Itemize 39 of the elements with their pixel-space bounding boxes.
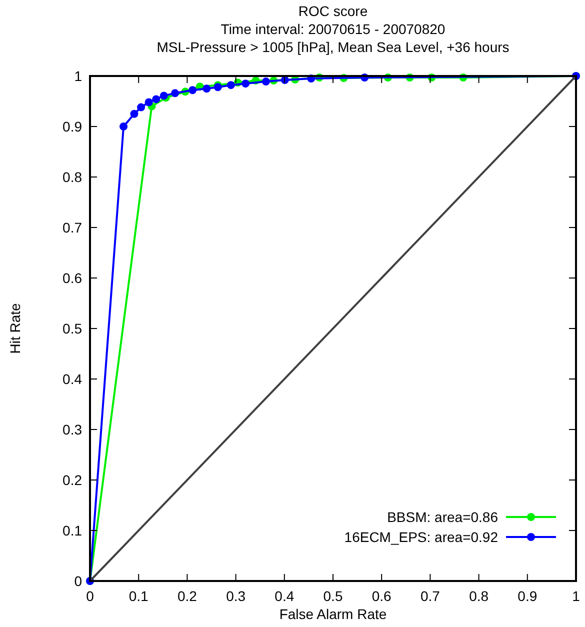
point [171, 89, 180, 98]
y-axis-title: Hit Rate [7, 303, 23, 354]
y-tick-label: 0.7 [62, 220, 82, 236]
x-tick-label: 0 [86, 588, 94, 604]
x-tick-label: 0.5 [323, 588, 343, 604]
x-tick-label: 0.8 [469, 588, 489, 604]
x-tick-label: 1 [572, 588, 580, 604]
point [137, 103, 146, 112]
y-tick-label: 0.8 [62, 169, 82, 185]
x-tick-label: 0.3 [226, 588, 246, 604]
y-tick-label: 0.4 [62, 371, 82, 387]
point [120, 122, 128, 130]
x-tick-label: 0.7 [420, 588, 440, 604]
x-axis-title: False Alarm Rate [279, 606, 387, 622]
y-tick-label: 0.2 [62, 472, 82, 488]
y-tick-label: 0.9 [62, 118, 82, 134]
x-tick-label: 0.6 [372, 588, 392, 604]
point [188, 86, 197, 94]
chart-title: ROC score [298, 3, 368, 19]
y-tick-label: 0.1 [62, 522, 82, 538]
x-tick-label: 0.9 [518, 588, 538, 604]
y-tick-label: 0.6 [62, 270, 82, 286]
x-tick-label: 0.2 [177, 588, 198, 604]
x-tick-label: 0.4 [274, 588, 294, 604]
legend-label: BBSM: area=0.86 [387, 509, 498, 525]
y-tick-label: 1 [74, 68, 82, 84]
x-tick-label: 0.1 [128, 588, 149, 604]
point [144, 98, 153, 106]
point [130, 110, 138, 118]
y-tick-label: 0 [74, 573, 82, 589]
point [242, 80, 250, 88]
point [226, 81, 235, 90]
chart-subtitle: Time interval: 20070615 - 20070820 MSL-Pressure > 1005 [hPa], Mean Sea Level, +36 hours [156, 21, 510, 55]
y-tick-label: 0.3 [62, 422, 82, 438]
point [262, 78, 270, 86]
point [202, 84, 211, 93]
y-tick-label: 0.5 [62, 320, 82, 336]
point [152, 95, 160, 104]
legend-label: 16ECM_EPS: area=0.92 [344, 529, 498, 545]
